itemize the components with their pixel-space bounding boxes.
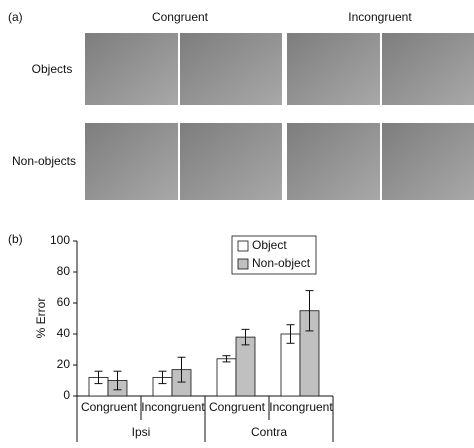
x-tick-label: Congruent — [209, 400, 266, 414]
photo — [287, 33, 380, 105]
photo — [287, 123, 380, 200]
legend-label: Non-object — [252, 256, 311, 270]
y-tick-label: 0 — [63, 388, 70, 402]
x-tick-label: Incongruent — [269, 400, 333, 414]
column-label: Incongruent — [348, 10, 412, 24]
panel-label: (a) — [8, 10, 23, 24]
y-tick-label: 20 — [57, 357, 71, 371]
panel-label: (b) — [8, 232, 23, 246]
photo — [180, 33, 282, 105]
bar — [235, 336, 256, 397]
photo — [180, 123, 282, 200]
y-axis-label: % Error — [34, 298, 48, 339]
group-label: Ipsi — [132, 425, 151, 439]
column-label: Congruent — [152, 10, 209, 24]
x-tick-label: Incongruent — [141, 400, 205, 414]
photo — [382, 123, 474, 200]
row-label: Non-objects — [12, 154, 76, 168]
y-tick-label: 40 — [57, 326, 71, 340]
legend-swatch — [237, 258, 249, 270]
legend-swatch — [237, 240, 249, 252]
photo — [85, 123, 178, 200]
photos — [85, 33, 474, 200]
y-tick-label: 60 — [57, 295, 71, 309]
legend-label: Object — [252, 238, 287, 252]
group-label: Contra — [251, 425, 287, 439]
y-tick-label: 100 — [50, 233, 70, 247]
y-tick-label: 80 — [57, 264, 71, 278]
x-tick-label: Congruent — [81, 400, 138, 414]
bar — [216, 358, 237, 397]
photo — [85, 33, 178, 105]
photo — [382, 33, 474, 105]
row-label: Objects — [32, 62, 73, 76]
